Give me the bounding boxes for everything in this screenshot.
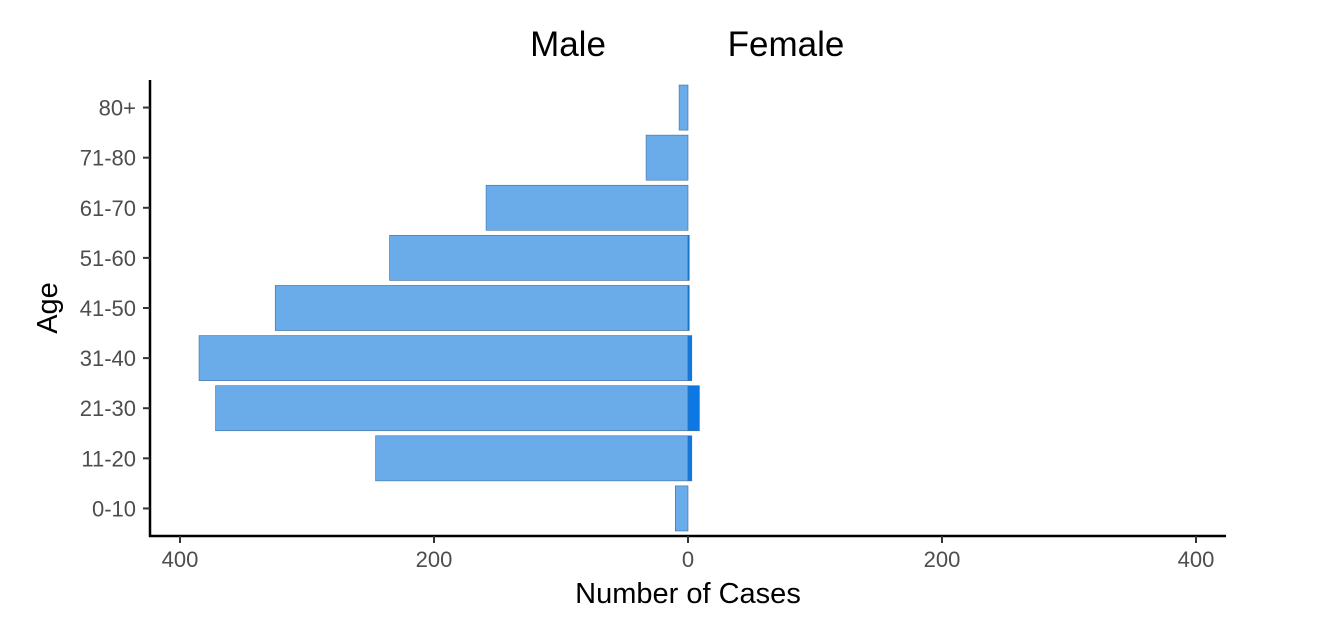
female-side-title: Female xyxy=(728,25,845,64)
bar-right-21-30 xyxy=(687,385,700,432)
bar-left-31-40 xyxy=(198,335,689,381)
bar-left-0-10 xyxy=(674,485,689,532)
x-tick-label: 400 xyxy=(1178,547,1215,572)
bar-left-51-60 xyxy=(389,235,689,281)
y-tick-label: 0-10 xyxy=(92,496,136,521)
bar-left-41-50 xyxy=(274,285,689,331)
x-tick-label: 200 xyxy=(416,547,453,572)
bars-group xyxy=(198,84,700,532)
bar-right-41-50 xyxy=(687,285,690,331)
x-ticks-group: 400 200 0 200 400 xyxy=(162,536,1215,572)
male-side-title: Male xyxy=(530,25,606,64)
y-tick-label: 71-80 xyxy=(80,146,136,171)
bar-left-21-30 xyxy=(215,385,689,432)
y-tick-label: 61-70 xyxy=(80,196,136,221)
bar-left-71-80 xyxy=(645,134,689,181)
x-tick-label: 400 xyxy=(162,547,199,572)
y-axis-title: Age xyxy=(32,282,64,334)
y-ticks-group: 0-10 11-20 21-30 31-40 41-50 51-60 61-70 71-80 8… xyxy=(80,96,150,521)
x-tick-label: 0 xyxy=(682,547,694,572)
y-tick-label: 31-40 xyxy=(80,346,136,371)
bar-left-11-20 xyxy=(375,435,689,482)
bar-left-61-70 xyxy=(485,184,689,231)
bar-left-80+ xyxy=(678,84,689,131)
y-tick-label: 80+ xyxy=(99,96,136,121)
y-tick-label: 11-20 xyxy=(81,446,136,471)
bar-right-51-60 xyxy=(687,235,690,281)
bar-right-31-40 xyxy=(687,335,693,381)
x-tick-label: 200 xyxy=(924,547,961,572)
y-tick-label: 51-60 xyxy=(80,246,136,271)
y-tick-label: 21-30 xyxy=(80,396,136,421)
bar-right-11-20 xyxy=(687,435,693,482)
x-axis-title: Number of Cases xyxy=(575,578,801,610)
y-tick-label: 41-50 xyxy=(80,296,136,321)
